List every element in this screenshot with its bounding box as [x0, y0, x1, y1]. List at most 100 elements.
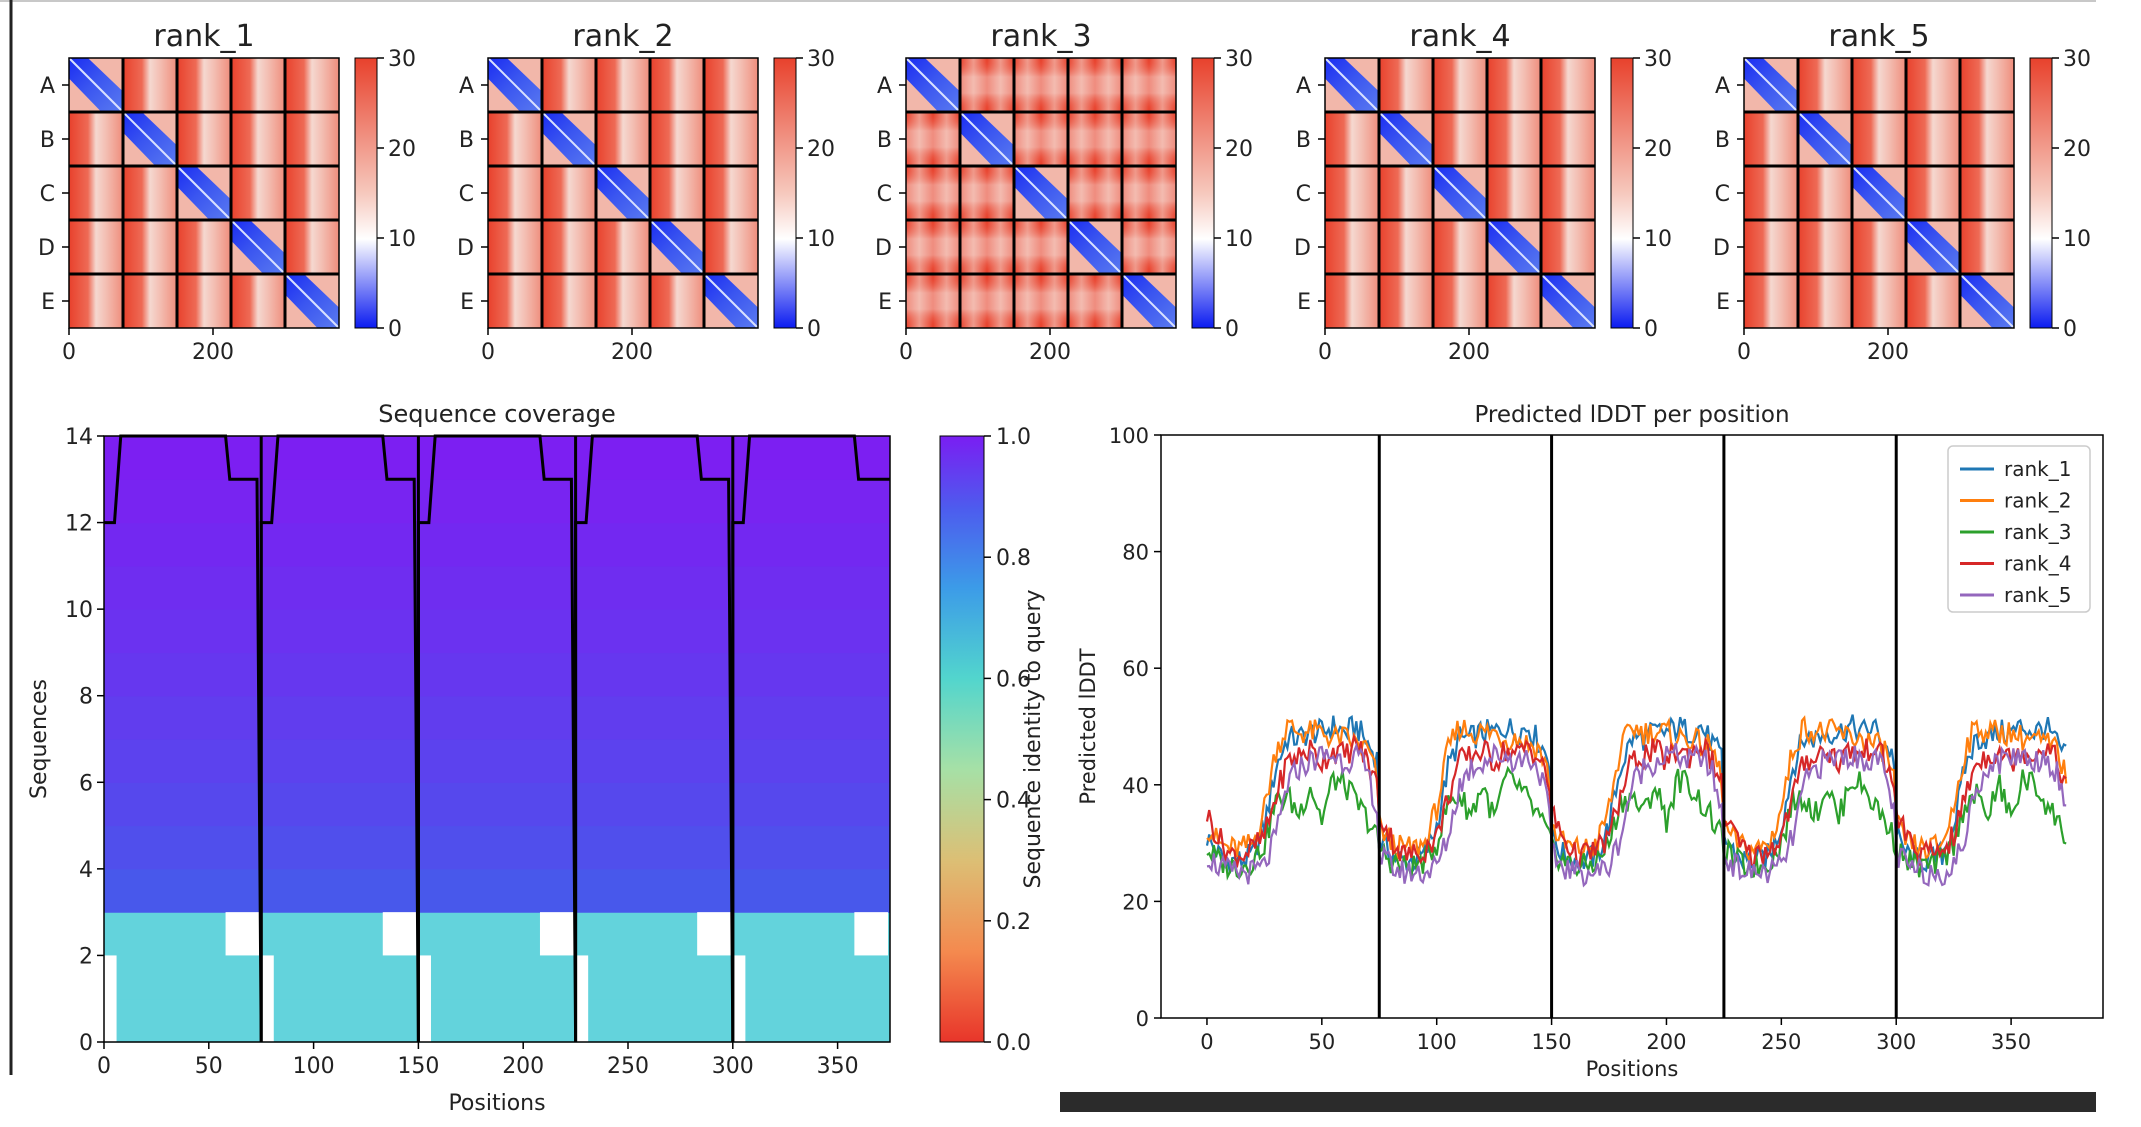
- coverage-ytick-label: 8: [79, 685, 93, 710]
- pae-offdiag-block: [650, 274, 704, 328]
- pae-diag-line: [1432, 165, 1488, 221]
- pae-colorbar-tick-label: 20: [1225, 137, 1253, 162]
- pae-chain-label: D: [38, 236, 55, 261]
- coverage-row: [104, 912, 890, 957]
- pae-xtick-label: 200: [192, 340, 234, 365]
- pae-chain-label: D: [1294, 236, 1311, 261]
- pae-diag-line: [176, 165, 232, 221]
- pae-offdiag-block: [1960, 58, 2014, 112]
- pae-offdiag-block: [1379, 166, 1433, 220]
- coverage-gap: [854, 912, 888, 956]
- pae-offdiag-block: [1906, 274, 1960, 328]
- coverage-ytick-label: 12: [65, 512, 93, 537]
- plddt-ylabel: Predicted lDDT: [1076, 648, 1100, 804]
- pae-offdiag-block: [285, 112, 339, 166]
- plddt-xtick-label: 0: [1200, 1030, 1213, 1054]
- pae-offdiag-block: [1906, 58, 1960, 112]
- pae-title: rank_3: [990, 19, 1091, 54]
- plddt-xlabel: Positions: [1586, 1057, 1679, 1081]
- pae-chain-label: E: [878, 290, 892, 315]
- pae-xtick-label: 200: [611, 340, 653, 365]
- pae-offdiag-block: [1433, 112, 1487, 166]
- pae-offdiag-block: [1487, 112, 1541, 166]
- pae-offdiag-shade: [1014, 220, 1068, 274]
- coverage-frame: [103, 435, 891, 1043]
- pae-diag-line: [1959, 273, 2015, 329]
- pae-offdiag-shade: [906, 220, 960, 274]
- pae-offdiag-block: [488, 166, 542, 220]
- pae-offdiag-shade: [1068, 274, 1122, 328]
- pae-offdiag-shade: [1068, 112, 1122, 166]
- pae-offdiag-shade: [906, 274, 960, 328]
- pae-chain-label: A: [459, 74, 474, 99]
- coverage-colorbar-tick-label: 0.6: [996, 667, 1031, 692]
- coverage-row: [104, 522, 890, 567]
- coverage-title: Sequence coverage: [378, 400, 615, 428]
- pae-offdiag-block: [1325, 166, 1379, 220]
- pae-colorbar-tick-label: 0: [1225, 317, 1239, 342]
- pae-offdiag-block: [1433, 274, 1487, 328]
- pae-chain-label: B: [877, 128, 892, 153]
- pae-offdiag-shade: [960, 220, 1014, 274]
- pae-offdiag-block: [596, 274, 650, 328]
- pae-chain-label: B: [40, 128, 55, 153]
- pae-offdiag-shade: [1014, 112, 1068, 166]
- pae-diag-line: [1540, 273, 1596, 329]
- pae-diag-line: [68, 57, 124, 113]
- plddt-xtick-label: 350: [1991, 1030, 2031, 1054]
- pae-colorbar-tick-label: 30: [1225, 47, 1253, 72]
- coverage-ytick-label: 10: [65, 598, 93, 623]
- coverage-xtick-label: 150: [397, 1054, 439, 1079]
- pae-xtick-label: 0: [1737, 340, 1751, 365]
- pae-offdiag-block: [285, 220, 339, 274]
- scrollbar-track[interactable]: [1060, 1092, 2096, 1112]
- pae-colorbar-tick-label: 20: [2063, 137, 2091, 162]
- pae-chain-label: B: [1296, 128, 1311, 153]
- pae-xtick-label: 200: [1867, 340, 1909, 365]
- coverage-row: [104, 565, 890, 610]
- pae-diag-line: [1121, 273, 1177, 329]
- pae-diag-line: [1743, 57, 1799, 113]
- coverage-row: [104, 998, 890, 1043]
- plddt-xtick-label: 250: [1761, 1030, 1801, 1054]
- pae-offdiag-block: [69, 166, 123, 220]
- pae-offdiag-block: [1433, 220, 1487, 274]
- pae-offdiag-shade: [1122, 166, 1176, 220]
- plddt-xtick-label: 50: [1308, 1030, 1335, 1054]
- pae-diag-line: [230, 219, 286, 275]
- pae-offdiag-block: [1906, 166, 1960, 220]
- plddt-ytick-label: 20: [1122, 890, 1149, 914]
- pae-offdiag-block: [123, 220, 177, 274]
- plddt-ytick-label: 100: [1109, 424, 1149, 448]
- coverage-colorbar: [939, 435, 985, 1043]
- pae-offdiag-block: [704, 220, 758, 274]
- pae-xtick-label: 0: [62, 340, 76, 365]
- pae-diag-line: [1013, 165, 1069, 221]
- plddt-xtick-label: 300: [1876, 1030, 1916, 1054]
- pae-offdiag-block: [231, 166, 285, 220]
- pae-chain-label: D: [875, 236, 892, 261]
- pae-diag-line: [1067, 219, 1123, 275]
- pae-chain-label: B: [1715, 128, 1730, 153]
- coverage-gap: [418, 955, 431, 1042]
- pae-xtick-label: 200: [1029, 340, 1071, 365]
- pae-offdiag-block: [704, 112, 758, 166]
- pae-offdiag-block: [704, 166, 758, 220]
- coverage-xtick-label: 0: [97, 1054, 111, 1079]
- plddt-series-rank_3: [1206, 765, 2067, 881]
- pae-chain-label: D: [457, 236, 474, 261]
- pae-offdiag-block: [542, 274, 596, 328]
- pae-chain-label: E: [1716, 290, 1730, 315]
- pae-xtick-label: 200: [1448, 340, 1490, 365]
- pae-chain-label: A: [40, 74, 55, 99]
- pae-colorbar: [354, 57, 378, 329]
- coverage-row: [104, 739, 890, 783]
- coverage-gap: [575, 955, 589, 1042]
- coverage-row: [104, 782, 890, 827]
- pae-diag-line: [122, 111, 178, 167]
- plddt-ytick-label: 40: [1122, 774, 1149, 798]
- pae-offdiag-block: [1744, 166, 1798, 220]
